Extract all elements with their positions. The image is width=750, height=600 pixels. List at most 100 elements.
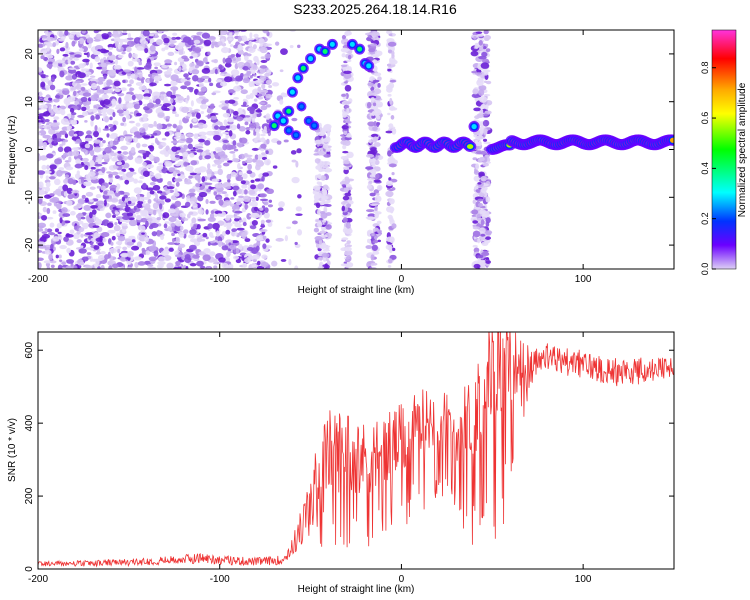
noise-dot — [472, 220, 479, 224]
noise-dot — [134, 66, 138, 73]
noise-dot — [89, 149, 95, 157]
noise-dot — [183, 73, 189, 78]
top-y-tick-label: 20 — [24, 48, 35, 60]
noise-dot — [117, 156, 123, 161]
noise-dot — [255, 160, 265, 167]
noise-dot — [76, 203, 82, 207]
noise-dot — [365, 166, 374, 170]
noise-dot — [62, 62, 66, 68]
noise-dot — [146, 187, 154, 191]
noise-dot — [90, 94, 98, 101]
noise-dot — [189, 56, 194, 59]
noise-dot — [100, 62, 107, 68]
noise-dot — [266, 188, 274, 195]
noise-dot — [78, 248, 87, 254]
noise-dot — [68, 67, 76, 71]
noise-dot — [471, 209, 479, 215]
noise-dot — [385, 206, 395, 213]
noise-dot — [241, 160, 246, 165]
noise-dot — [368, 169, 377, 173]
noise-dot — [213, 265, 218, 269]
noise-dot — [136, 203, 143, 209]
snr-line — [38, 332, 674, 568]
noise-dot — [195, 182, 200, 188]
noise-dot — [45, 84, 50, 91]
noise-dot — [478, 192, 485, 197]
noise-dot — [200, 265, 206, 269]
noise-dot — [119, 137, 124, 142]
noise-dot — [149, 190, 155, 195]
noise-dot — [181, 55, 188, 60]
noise-dot — [101, 94, 109, 100]
noise-dot — [237, 142, 243, 148]
signal-core — [300, 65, 306, 71]
noise-dot — [296, 229, 303, 236]
noise-dot — [115, 104, 120, 110]
noise-dot — [170, 94, 177, 99]
noise-dot — [159, 195, 167, 200]
noise-dot — [197, 218, 207, 222]
noise-dot — [265, 150, 269, 155]
noise-dot — [99, 142, 104, 148]
noise-dot — [40, 77, 50, 83]
noise-dot — [246, 53, 252, 57]
noise-dot — [156, 168, 161, 171]
noise-dot — [96, 200, 105, 205]
noise-dot — [70, 119, 78, 126]
signal-core — [306, 118, 311, 123]
noise-dot — [124, 134, 133, 137]
colorbar: 0.0 0.2 0.4 0.6 0.8 Normalized spectral ampl… — [700, 29, 748, 275]
noise-dot — [178, 51, 184, 55]
noise-dot — [242, 262, 248, 268]
noise-dot — [271, 260, 278, 267]
noise-dot — [111, 145, 117, 150]
noise-dot — [343, 101, 352, 105]
noise-dot — [201, 68, 211, 74]
noise-dot — [201, 75, 210, 80]
noise-dot — [476, 113, 484, 119]
noise-dot — [233, 110, 239, 116]
noise-dot — [214, 210, 223, 215]
noise-dot — [265, 104, 272, 108]
noise-dot — [340, 47, 349, 53]
noise-dot — [116, 205, 124, 209]
noise-dot — [134, 157, 143, 164]
noise-dot — [483, 93, 491, 97]
noise-dot — [485, 217, 491, 224]
noise-dot — [387, 41, 397, 47]
noise-dot — [473, 263, 481, 269]
noise-dot — [155, 193, 159, 201]
noise-dot — [97, 76, 106, 82]
noise-dot — [40, 81, 46, 88]
noise-dot — [472, 157, 478, 161]
noise-dot — [109, 178, 114, 183]
noise-dot — [346, 59, 352, 63]
signal-core — [280, 118, 286, 124]
noise-dot — [137, 180, 143, 184]
noise-dot — [211, 178, 220, 183]
noise-dot — [164, 131, 170, 137]
noise-dot — [259, 46, 268, 54]
noise-dot — [65, 259, 75, 264]
noise-dot — [93, 245, 100, 250]
noise-dot — [47, 54, 54, 59]
noise-dot — [198, 138, 205, 143]
signal-core — [286, 108, 292, 114]
noise-dot — [217, 240, 223, 247]
noise-dot — [43, 260, 52, 264]
noise-dot — [232, 58, 236, 61]
noise-dot — [184, 218, 189, 221]
noise-dot — [280, 259, 287, 262]
noise-dot — [121, 168, 127, 173]
noise-dot — [242, 173, 248, 180]
noise-dot — [217, 168, 224, 176]
noise-dot — [94, 163, 103, 167]
noise-dot — [49, 193, 55, 197]
colorbar-gradient — [711, 29, 737, 270]
noise-dot — [45, 175, 49, 180]
noise-dot — [262, 30, 269, 34]
noise-dot — [222, 162, 230, 167]
noise-dot — [250, 179, 255, 183]
noise-dot — [174, 207, 180, 214]
noise-dot — [201, 32, 211, 39]
